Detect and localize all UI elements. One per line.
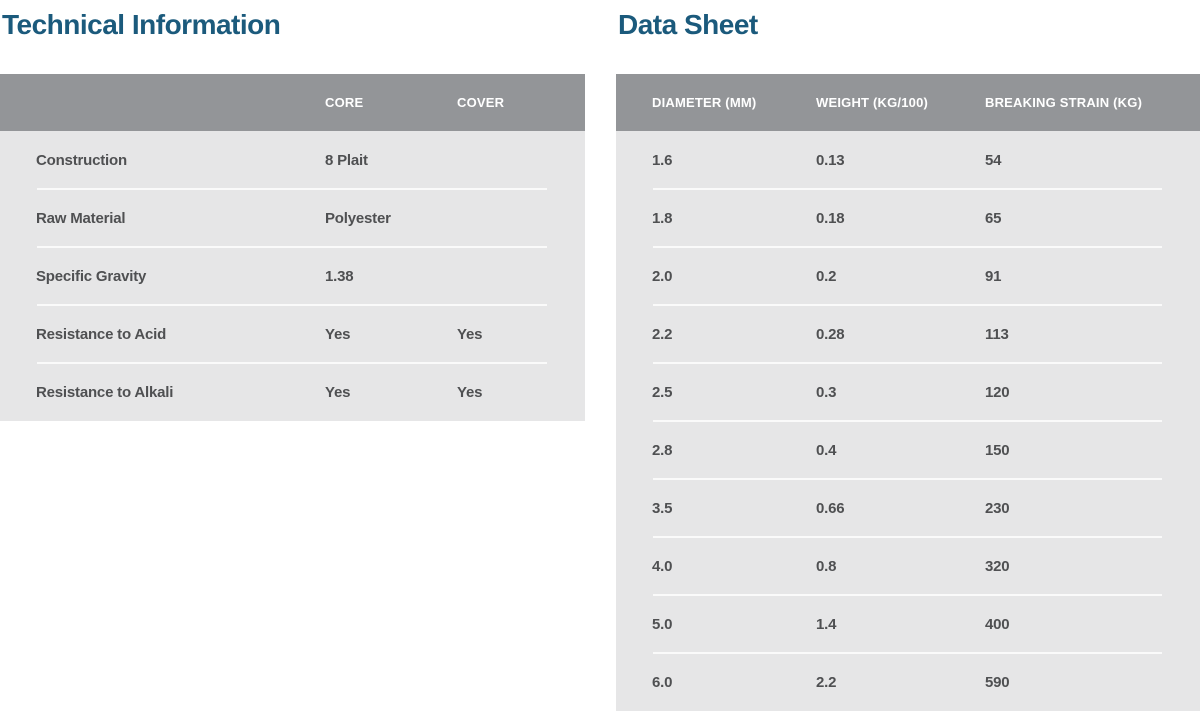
table-row: 6.0 2.2 590 (616, 653, 1200, 711)
table-row: Resistance to Acid Yes Yes (0, 305, 585, 364)
breaking-strain-value: 113 (985, 325, 1009, 343)
table-row: 1.6 0.13 54 (616, 131, 1200, 190)
breaking-strain-value: 120 (985, 383, 1010, 401)
weight-value: 1.4 (816, 615, 837, 633)
spec-core-value: 8 Plait (325, 151, 368, 169)
table-row: Raw Material Polyester (0, 189, 585, 248)
data-sheet-table: DIAMETER (MM) WEIGHT (KG/100) BREAKING S… (616, 74, 1200, 711)
weight-value: 0.2 (816, 267, 837, 285)
spec-label: Resistance to Acid (36, 325, 167, 343)
weight-value: 2.2 (816, 673, 837, 691)
diameter-value: 2.2 (652, 325, 673, 343)
spec-label: Resistance to Alkali (36, 383, 174, 401)
breaking-strain-value: 91 (985, 267, 1002, 285)
weight-value: 0.13 (816, 151, 845, 169)
weight-value: 0.28 (816, 325, 845, 343)
spec-core-value: Yes (325, 325, 351, 343)
technical-information-body: Construction 8 Plait Raw Material Polyes… (0, 131, 585, 421)
weight-value: 0.8 (816, 557, 837, 575)
column-header-cover: COVER (457, 95, 505, 110)
breaking-strain-value: 65 (985, 209, 1002, 227)
table-row: 1.8 0.18 65 (616, 189, 1200, 248)
diameter-value: 6.0 (652, 673, 673, 691)
spec-label: Construction (36, 151, 127, 169)
column-header-breaking-strain: BREAKING STRAIN (KG) (985, 95, 1143, 110)
spec-core-value: Yes (325, 383, 351, 401)
weight-value: 0.3 (816, 383, 837, 401)
table-row: 2.2 0.28 113 (616, 305, 1200, 364)
diameter-value: 1.8 (652, 209, 673, 227)
table-row: 2.0 0.2 91 (616, 247, 1200, 306)
spec-label: Raw Material (36, 209, 126, 227)
diameter-value: 2.5 (652, 383, 673, 401)
technical-information-title: Technical Information (2, 9, 281, 40)
spec-core-value: 1.38 (325, 267, 354, 285)
table-row: Construction 8 Plait (0, 131, 585, 190)
technical-information-header-row: CORE COVER (0, 74, 585, 131)
technical-information-table: CORE COVER Construction 8 Plait Raw Mate… (0, 74, 585, 421)
table-row: 5.0 1.4 400 (616, 595, 1200, 654)
diameter-value: 2.8 (652, 441, 673, 459)
weight-value: 0.66 (816, 499, 845, 517)
column-header-weight: WEIGHT (KG/100) (816, 95, 929, 110)
data-sheet-header-row: DIAMETER (MM) WEIGHT (KG/100) BREAKING S… (616, 74, 1200, 131)
table-row: Specific Gravity 1.38 (0, 247, 585, 306)
diameter-value: 4.0 (652, 557, 673, 575)
spec-cover-value: Yes (457, 383, 483, 401)
data-sheet-body: 1.6 0.13 54 1.8 0.18 65 2.0 0.2 91 2.2 0… (616, 131, 1200, 711)
table-row: 4.0 0.8 320 (616, 537, 1200, 596)
column-header-core: CORE (325, 95, 364, 110)
table-row: Resistance to Alkali Yes Yes (0, 363, 585, 421)
diameter-value: 5.0 (652, 615, 673, 633)
table-row: 2.5 0.3 120 (616, 363, 1200, 422)
data-sheet-title: Data Sheet (618, 9, 758, 40)
breaking-strain-value: 150 (985, 441, 1010, 459)
breaking-strain-value: 54 (985, 151, 1002, 169)
column-header-diameter: DIAMETER (MM) (652, 95, 757, 110)
breaking-strain-value: 590 (985, 673, 1010, 691)
weight-value: 0.4 (816, 441, 837, 459)
diameter-value: 1.6 (652, 151, 673, 169)
spec-cover-value: Yes (457, 325, 483, 343)
table-row: 3.5 0.66 230 (616, 479, 1200, 538)
spec-label: Specific Gravity (36, 267, 147, 285)
diameter-value: 3.5 (652, 499, 673, 517)
diameter-value: 2.0 (652, 267, 673, 285)
breaking-strain-value: 230 (985, 499, 1010, 517)
spec-core-value: Polyester (325, 209, 391, 227)
weight-value: 0.18 (816, 209, 845, 227)
table-row: 2.8 0.4 150 (616, 421, 1200, 480)
breaking-strain-value: 320 (985, 557, 1010, 575)
breaking-strain-value: 400 (985, 615, 1010, 633)
